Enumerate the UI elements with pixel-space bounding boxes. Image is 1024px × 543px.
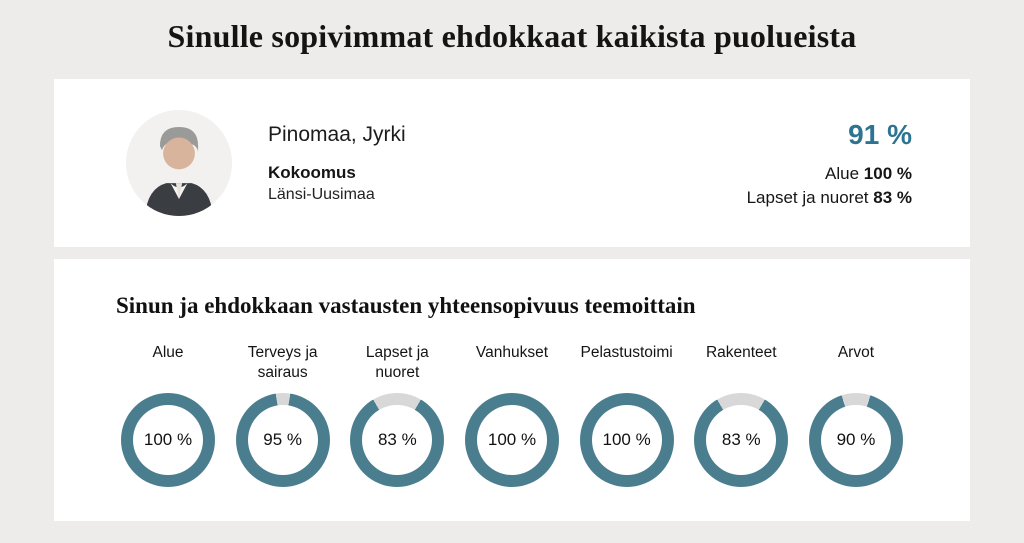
donut-ring: 100 %	[464, 393, 559, 487]
theme-donut: Lapset ja nuoret 83 %	[345, 343, 449, 487]
donut-ring: 90 %	[808, 393, 903, 487]
donut-value: 83 %	[721, 430, 761, 449]
candidate-name: Pinomaa, Jyrki	[268, 122, 406, 146]
candidate-party: Kokoomus	[268, 162, 356, 182]
theme-donut: Pelastustoimi 100 %	[575, 343, 679, 487]
top-theme-2-value: 83 %	[873, 188, 912, 208]
donut-hole: 90 %	[820, 405, 891, 475]
donut-hole: 100 %	[476, 405, 547, 475]
top-theme-1-value: 100 %	[863, 163, 912, 183]
donut-value: 83 %	[377, 430, 417, 449]
theme-label: Arvot	[837, 344, 875, 361]
donut-hole: 83 %	[362, 405, 433, 475]
theme-label: Rakenteet	[705, 344, 777, 361]
theme-label: Pelastustoimi	[580, 344, 673, 361]
donut-ring: 95 %	[235, 393, 330, 487]
theme-donut: Rakenteet 83 %	[689, 343, 793, 487]
donut-hole: 100 %	[133, 405, 203, 475]
themes-card: Sinun ja ehdokkaan vastausten yhteensopi…	[54, 259, 970, 521]
donut-value: 100 %	[487, 430, 537, 449]
top-theme-match-1: Alue 100 %	[747, 162, 912, 187]
theme-donuts-row: Alue 100 % Terveys ja sairaus 95 % Lapse…	[116, 343, 908, 487]
match-summary: 91 % Alue 100 % Lapset ja nuoret 83 %	[747, 115, 912, 211]
candidate-info: Pinomaa, Jyrki Kokoomus Länsi-Uusimaa	[268, 123, 406, 204]
theme-donut: Vanhukset 100 %	[460, 343, 564, 487]
theme-donut: Terveys ja sairaus 95 %	[231, 343, 335, 487]
candidate-card[interactable]: Pinomaa, Jyrki Kokoomus Länsi-Uusimaa 91…	[54, 79, 970, 247]
donut-hole: 83 %	[706, 405, 777, 475]
donut-value: 100 %	[602, 430, 651, 449]
candidate-region: Länsi-Uusimaa	[268, 185, 375, 203]
donut-ring: 100 %	[579, 393, 674, 487]
total-match-percent: 91 %	[848, 119, 912, 151]
themes-heading: Sinun ja ehdokkaan vastausten yhteensopi…	[116, 293, 696, 318]
donut-ring: 100 %	[121, 393, 215, 487]
donut-value: 100 %	[143, 430, 193, 449]
theme-label: Lapset ja nuoret	[365, 344, 429, 381]
top-theme-1-label: Alue	[825, 163, 860, 183]
donut-hole: 95 %	[247, 405, 318, 475]
page-title: Sinulle sopivimmat ehdokkaat kaikista pu…	[167, 18, 857, 54]
top-theme-2-label: Lapset ja nuoret	[746, 188, 869, 208]
donut-value: 90 %	[836, 430, 876, 449]
donut-ring: 83 %	[694, 393, 789, 487]
candidate-photo	[126, 110, 232, 216]
theme-donut: Alue 100 %	[116, 343, 220, 487]
top-theme-match-2: Lapset ja nuoret 83 %	[747, 186, 912, 211]
theme-label: Vanhukset	[475, 344, 549, 361]
theme-label: Alue	[152, 344, 184, 361]
theme-donut: Arvot 90 %	[804, 343, 908, 487]
donut-hole: 100 %	[591, 405, 662, 475]
donut-value: 95 %	[263, 430, 303, 449]
donut-ring: 83 %	[350, 393, 445, 487]
theme-label: Terveys ja sairaus	[247, 344, 318, 381]
